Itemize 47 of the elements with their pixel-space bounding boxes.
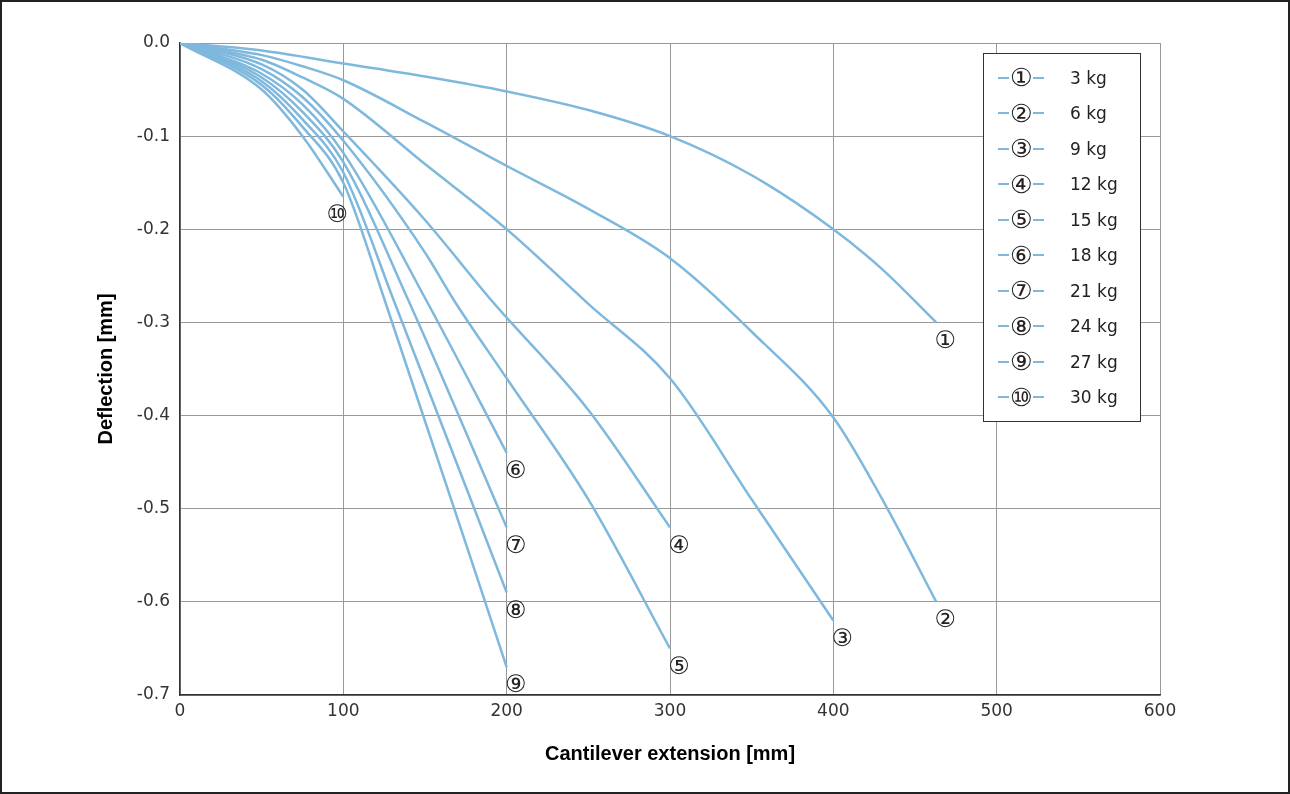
annotation: ⑥	[504, 456, 527, 485]
annotation: ⑩	[326, 199, 349, 228]
text: ⑨	[1010, 347, 1033, 377]
legend-label: 9 kg	[1070, 138, 1107, 159]
y-tick-label: 0.0	[142, 31, 170, 52]
y-axis-title: Deflection [mm]	[93, 293, 116, 445]
text: ⑥	[1010, 240, 1033, 270]
text: ⑧	[1010, 311, 1033, 341]
text: ⑩	[1010, 382, 1033, 412]
text: ④	[1010, 169, 1033, 199]
legend-label: 27 kg	[1070, 351, 1118, 372]
annotation: ③	[831, 623, 854, 652]
x-tick-label: 0	[174, 699, 186, 720]
annotation: ①	[934, 325, 956, 354]
x-tick-label: 300	[653, 699, 687, 720]
legend-label: 12 kg	[1070, 174, 1118, 195]
x-axis-title: Cantilever extension [mm]	[544, 741, 796, 764]
legend-label: 21 kg	[1070, 280, 1118, 301]
legend-label: 24 kg	[1070, 316, 1118, 337]
annotation: ④	[668, 530, 690, 559]
legend-label: 30 kg	[1070, 387, 1118, 408]
x-tick-label: 200	[490, 699, 523, 720]
y-tick-label: -0.3	[136, 310, 170, 331]
y-tick-label: -0.2	[136, 217, 170, 238]
text: ⑤	[1010, 205, 1033, 235]
annotation: ⑨	[504, 670, 527, 699]
y-tick-label: -0.4	[136, 403, 170, 424]
text: ②	[1010, 98, 1033, 128]
annotation: ⑧	[504, 595, 527, 624]
legend-label: 6 kg	[1070, 103, 1107, 124]
text: ⑦	[1010, 276, 1033, 306]
legend-label: 3 kg	[1070, 67, 1107, 88]
y-tick-label: -0.1	[136, 124, 170, 145]
y-tick-label: -0.6	[136, 590, 170, 611]
x-tick-label: 400	[817, 699, 850, 720]
x-tick-label: 100	[327, 699, 360, 720]
annotation: ⑦	[504, 530, 527, 559]
annotation: ②	[934, 605, 956, 634]
annotation: ⑤	[668, 651, 690, 680]
text: ③	[1010, 134, 1033, 164]
y-tick-label: -0.7	[136, 683, 170, 704]
text: ①	[1010, 63, 1033, 93]
x-tick-label: 500	[980, 699, 1013, 720]
x-tick-label: 600	[1143, 699, 1177, 720]
legend-label: 18 kg	[1070, 245, 1118, 266]
y-tick-label: -0.5	[136, 497, 170, 518]
legend-label: 15 kg	[1070, 209, 1118, 230]
